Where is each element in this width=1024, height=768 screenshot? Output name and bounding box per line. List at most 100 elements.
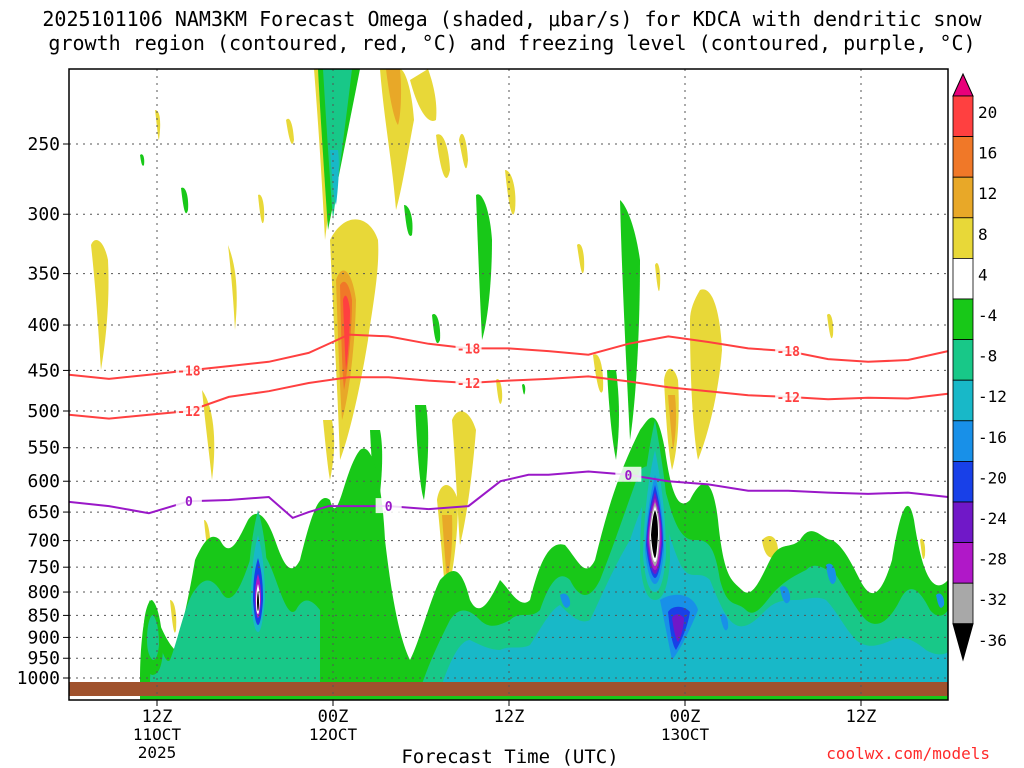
- colorbar-swatch: [952, 257, 974, 300]
- colorbar-swatch: [952, 298, 974, 340]
- y-tick-label: 400: [27, 315, 60, 336]
- omega-positive-area: [505, 170, 516, 215]
- contour-label-bg: [775, 388, 802, 404]
- omega-positive-area: [286, 118, 294, 144]
- contour-label-bg: [175, 403, 202, 418]
- colorbar-label: 8: [978, 225, 988, 244]
- contour-label-bg: [455, 375, 482, 391]
- colorbar-label: 20: [978, 103, 997, 122]
- omega-negative-area: [560, 593, 571, 608]
- omega-negative-area: [522, 383, 526, 395]
- omega-negative-area: [620, 200, 640, 440]
- y-tick-label: 300: [27, 204, 60, 225]
- omega-positive-area: [202, 390, 215, 480]
- colorbar-label: -12: [978, 387, 1007, 406]
- omega-negative-area: [140, 154, 145, 166]
- omega-negative-area: [476, 194, 492, 340]
- x-tick-sublabel: 2025: [138, 743, 177, 762]
- omega-negative-area: [150, 550, 320, 690]
- y-tick-label: 350: [27, 264, 60, 285]
- colorbar-label: -8: [978, 347, 997, 366]
- contour-label: -18: [457, 342, 481, 357]
- contour-label: -18: [776, 345, 800, 360]
- omega-positive-area: [170, 600, 177, 633]
- omega-positive-area: [690, 289, 722, 460]
- colorbar-label: 16: [978, 144, 997, 163]
- omega-positive-area: [762, 535, 779, 558]
- x-tick-sublabel: 12OCT: [309, 725, 358, 744]
- colorbar-label: -28: [978, 550, 1007, 569]
- x-tick-label: 12Z: [846, 707, 877, 727]
- x-tick-label: 12Z: [142, 707, 173, 727]
- colorbar: 20 16 12 8 4 -4 -8 -12 -16 -20 -24 -28 -32 -36: [952, 72, 1007, 662]
- omega-positive-area: [343, 295, 350, 370]
- colorbar-swatch: [952, 339, 974, 381]
- ground-strip: [69, 682, 948, 696]
- omega-positive-area: [386, 69, 402, 125]
- omega-strong-core: [257, 591, 259, 611]
- contour-label: 0: [624, 469, 632, 484]
- colorbar-arrow-bottom: [952, 623, 974, 662]
- x-tick-sublabel: 11OCT: [133, 725, 182, 744]
- omega-positive-area: [91, 240, 109, 370]
- colorbar-swatch: [952, 460, 974, 503]
- temperature-contours: -18 -18 -18 -12 -12 -12 0 0 0: [68, 333, 949, 520]
- contour-label: -18: [177, 364, 201, 379]
- omega-negative-area: [720, 613, 729, 631]
- omega-positive-area: [228, 245, 237, 330]
- omega-positive-area: [593, 354, 604, 393]
- colorbar-swatch: [952, 176, 974, 219]
- colorbar-label: -4: [978, 306, 997, 325]
- colorbar-swatch: [952, 95, 974, 137]
- colorbar-label: -16: [978, 428, 1007, 447]
- y-tick-label: 950: [27, 648, 60, 669]
- omega-positive-area: [920, 538, 926, 560]
- y-axis: 2503003504004505005506006507007508008509…: [17, 134, 69, 689]
- y-tick-label: 500: [27, 401, 60, 422]
- colorbar-swatch: [952, 136, 974, 178]
- x-tick-sublabel: 13OCT: [661, 725, 710, 744]
- y-tick-label: 250: [27, 134, 60, 155]
- y-tick-label: 800: [27, 582, 60, 603]
- colorbar-swatch: [952, 542, 974, 584]
- colorbar-label: -20: [978, 468, 1007, 487]
- omega-strong-core: [651, 510, 658, 558]
- omega-negative-area: [432, 314, 441, 344]
- y-tick-label: 1000: [17, 668, 60, 689]
- omega-negative-area: [936, 593, 945, 608]
- x-tick-label: 00Z: [318, 707, 349, 727]
- contour-label-bg: [455, 340, 482, 356]
- colorbar-swatch: [952, 379, 974, 422]
- y-tick-label: 650: [27, 502, 60, 523]
- contour-label-bg: [775, 343, 802, 359]
- y-tick-label: 900: [27, 627, 60, 648]
- omega-negative-area: [330, 150, 339, 205]
- colorbar-swatch: [952, 501, 974, 543]
- omega-negative-area: [404, 205, 413, 236]
- omega-positive-area: [827, 313, 834, 339]
- omega-positive-area: [655, 262, 661, 292]
- contour-label-bg: [615, 466, 642, 482]
- omega-negative-area: [323, 69, 352, 220]
- colorbar-label: -36: [978, 631, 1007, 650]
- omega-positive-area: [258, 194, 265, 224]
- omega-positive-area: [410, 69, 437, 121]
- gridlines: [69, 69, 948, 700]
- colorbar-swatch: [952, 420, 974, 462]
- colorbar-label: -24: [978, 509, 1007, 528]
- omega-negative-area: [780, 586, 791, 604]
- y-tick-label: 850: [27, 605, 60, 626]
- contour-label: 0: [385, 500, 393, 515]
- y-tick-label: 700: [27, 531, 60, 552]
- contour-label: -12: [177, 405, 200, 420]
- watermark: coolwx.com/models: [826, 744, 990, 763]
- contour-label: -12: [776, 391, 799, 406]
- colorbar-swatch: [952, 582, 974, 625]
- omega-positive-area: [436, 134, 450, 178]
- omega-negative-area: [672, 614, 684, 642]
- colorbar-label: -32: [978, 590, 1007, 609]
- omega-positive-area: [452, 411, 476, 545]
- colorbar-label: 4: [978, 265, 988, 284]
- omega-negative-area: [607, 370, 619, 460]
